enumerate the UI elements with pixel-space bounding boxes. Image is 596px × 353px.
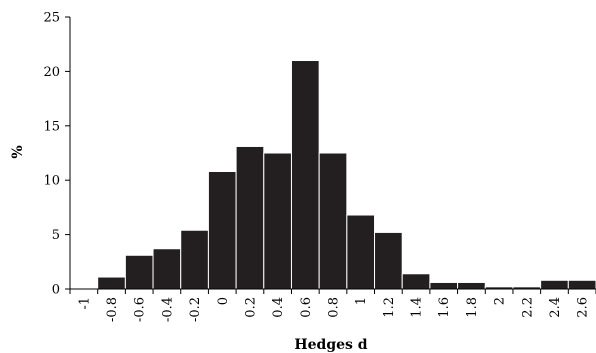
y-tick-label: 5	[52, 228, 60, 243]
bar	[567, 279, 596, 290]
x-tick-label: 2	[493, 297, 508, 305]
bar	[540, 279, 569, 290]
bar	[290, 60, 320, 290]
x-tick-label: 1	[354, 297, 369, 305]
x-axis-title: Hedges d	[294, 337, 367, 353]
x-axis: -1 -0.8 -0.6 -0.4 -0.2 0 0.2 0.4 0.6 0.8 1 1.2 1.4 1.…	[69, 288, 596, 322]
bar	[124, 254, 154, 290]
bar	[263, 152, 292, 290]
bar	[207, 170, 237, 290]
y-tick-label: 0	[52, 283, 60, 298]
x-tick-label: -0.4	[160, 297, 175, 322]
y-tick-label: 20	[43, 65, 60, 80]
x-tick-label: -0.8	[105, 297, 120, 322]
x-tick-label: 2.6	[576, 297, 591, 318]
bar	[346, 214, 376, 290]
x-tick-label: 2.4	[548, 297, 563, 318]
bar	[180, 229, 209, 290]
bar	[401, 273, 431, 290]
x-tick-label: 1.2	[382, 297, 397, 318]
bars	[97, 60, 596, 290]
bar	[374, 231, 403, 290]
x-tick-label: 0	[216, 297, 231, 305]
x-tick-label: -1	[77, 297, 92, 310]
x-tick-label: -0.6	[133, 297, 148, 322]
x-tick-label: 0.8	[327, 297, 342, 318]
x-tick-label: 1.8	[465, 297, 480, 318]
x-tick-label: 0.2	[243, 297, 258, 318]
y-axis: 0 5 10 15 20 25	[43, 11, 71, 298]
x-tick-label: 0.6	[299, 297, 314, 318]
y-tick-label: 10	[43, 174, 60, 189]
bar	[235, 145, 265, 290]
y-tick-label: 15	[43, 119, 60, 134]
bar	[97, 276, 126, 290]
y-axis-title: %	[10, 145, 26, 158]
x-tick-label: 2.2	[520, 297, 535, 318]
x-tick-label: 0.4	[271, 297, 286, 318]
x-tick-label: 1.6	[437, 297, 452, 318]
bar	[318, 152, 348, 290]
bar	[429, 281, 459, 290]
y-tick-label: 25	[43, 11, 60, 26]
bar	[152, 248, 182, 290]
x-tick-label: -0.2	[188, 297, 203, 322]
x-tick-label: 1.4	[410, 297, 425, 318]
bar	[457, 281, 486, 290]
